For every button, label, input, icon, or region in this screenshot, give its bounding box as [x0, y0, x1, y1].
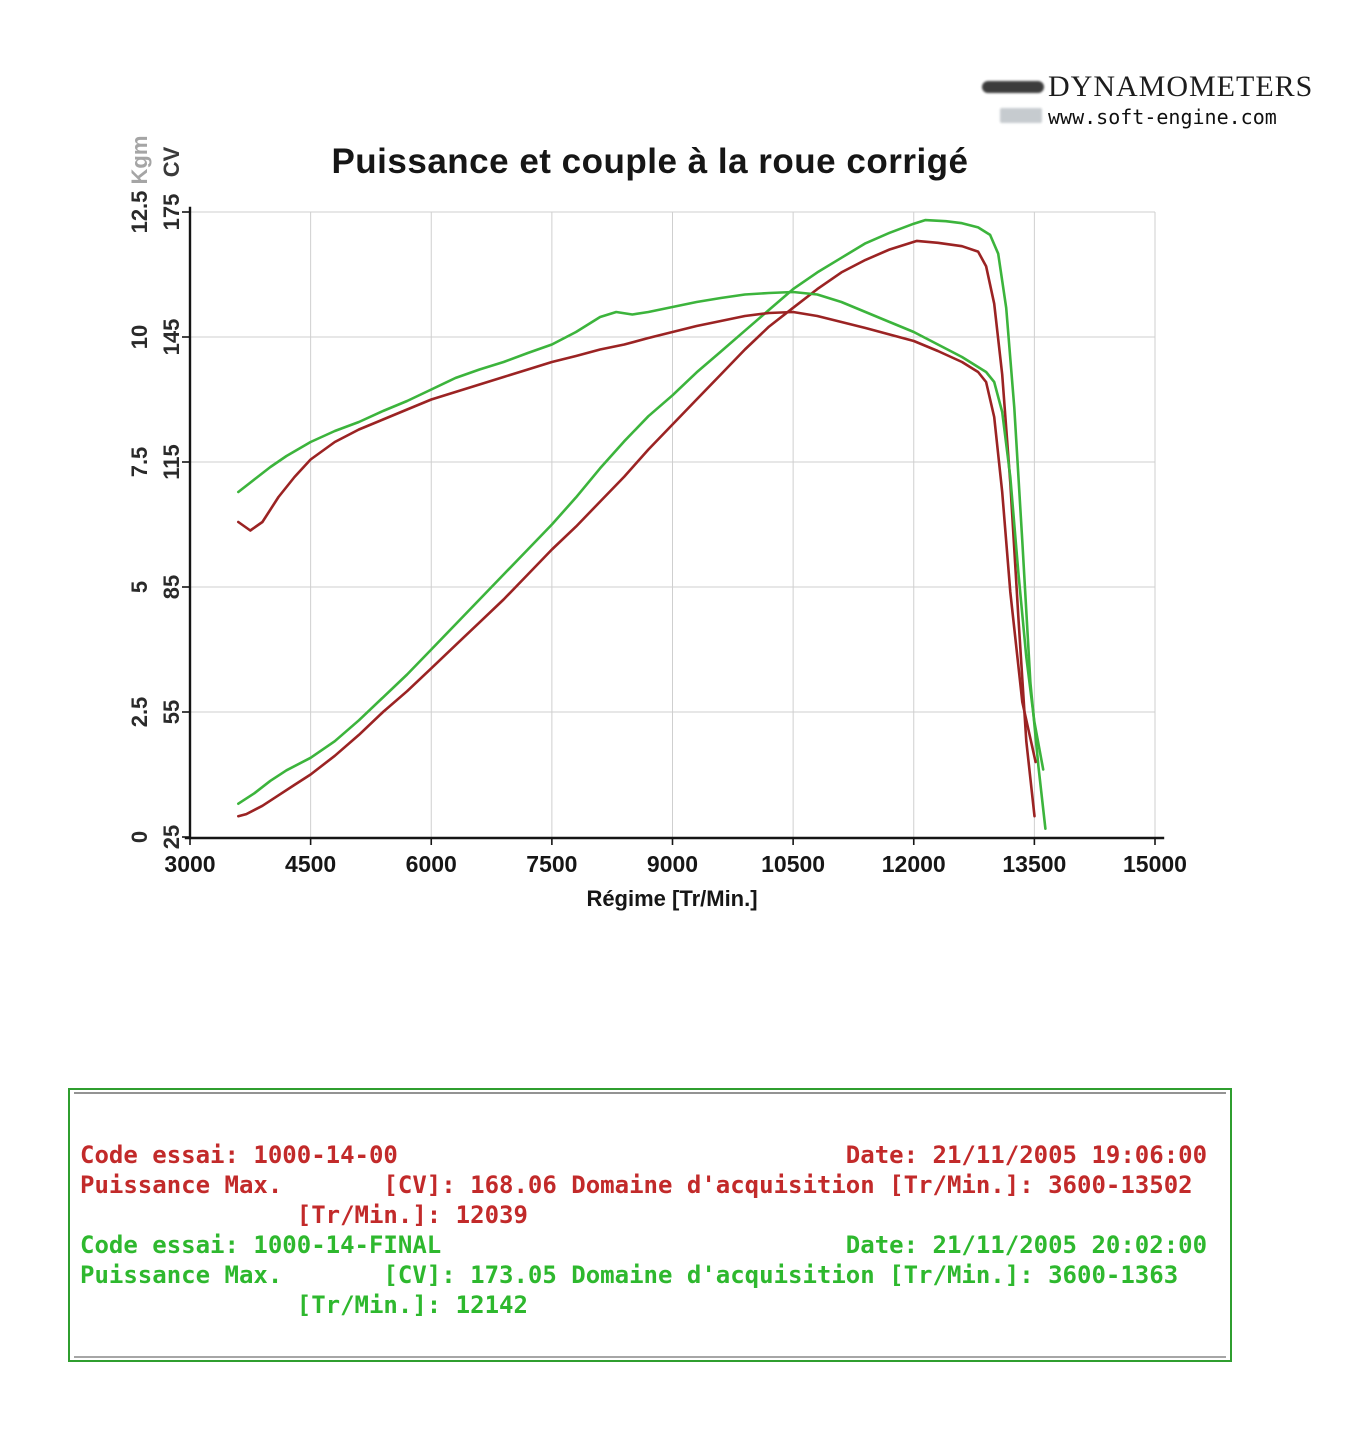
curve-puissance-1000-14-final [237, 218, 1047, 831]
y-tick-label-cv: 85 [159, 575, 184, 599]
x-tick-label: 15000 [1123, 851, 1187, 877]
x-tick-label: 13500 [1002, 851, 1066, 877]
y-tick-label-kgm: 2.5 [127, 697, 152, 728]
test-info-box: Code essai: 1000-14-00 Date: 21/11/2005 … [68, 1088, 1232, 1362]
curve-puissance-1000-14-00 [237, 239, 1036, 818]
ticks [182, 211, 1156, 845]
curve-couple-1000-14-final [237, 290, 1045, 771]
info-box-top-rule [74, 1092, 1226, 1094]
info-line-code-red: Code essai: 1000-14-00 Date: 21/11/2005 … [80, 1141, 1208, 1169]
y-tick-label-kgm: 5 [127, 581, 152, 593]
website-prefix-smudge [1000, 108, 1042, 123]
y-axis-unit-cv: CV [159, 146, 184, 177]
y-tick-label-cv: 55 [159, 700, 184, 724]
info-line-rpm-red: [Tr/Min.]: 12039 [80, 1201, 528, 1229]
y-axis-unit-kgm: Kgm [127, 136, 152, 185]
y-tick-label-kgm: 0 [127, 831, 152, 843]
website-url: www.soft-engine.com [1048, 105, 1277, 129]
y-tick-label-kgm: 12.5 [127, 191, 152, 234]
y-tick-label-cv: 175 [159, 194, 184, 231]
x-tick-label: 4500 [285, 851, 336, 877]
info-line-power-red: Puissance Max. [CV]: 168.06 Domaine d'ac… [80, 1171, 1193, 1199]
curve-couple-1000-14-00 [237, 310, 1037, 764]
y-tick-label-kgm: 10 [127, 325, 152, 349]
info-line-rpm-green: [Tr/Min.]: 12142 [80, 1291, 528, 1319]
info-lines: Code essai: 1000-14-00 Date: 21/11/2005 … [80, 1140, 1226, 1320]
chart-title: Puissance et couple à la roue corrigé [331, 142, 969, 181]
grid [190, 211, 1156, 837]
x-tick-label: 9000 [647, 851, 698, 877]
x-tick-label: 12000 [882, 851, 946, 877]
y-tick-label-cv: 115 [159, 444, 184, 480]
brand-logo-icon [982, 81, 1044, 93]
y-tick-label-kgm: 7.5 [127, 447, 152, 478]
info-box-bottom-rule [74, 1356, 1226, 1358]
y-tick-label-cv: 25 [159, 825, 184, 849]
dyno-chart: 3000 4500 6000 7500 9000 10500 12000 13500 15000… [127, 136, 1187, 911]
brand-name: DYNAMOMETERS [1048, 70, 1314, 103]
y-tick-label-cv: 145 [159, 319, 184, 356]
axes [184, 206, 1165, 840]
info-line-power-green: Puissance Max. [CV]: 173.05 Domaine d'ac… [80, 1261, 1179, 1289]
x-tick-label: 6000 [406, 851, 457, 877]
x-tick-label: 3000 [164, 851, 215, 877]
info-line-code-green: Code essai: 1000-14-FINAL Date: 21/11/20… [80, 1231, 1208, 1259]
x-axis-title: Régime [Tr/Min.] [586, 886, 757, 911]
x-tick-label: 10500 [761, 851, 825, 877]
x-tick-label: 7500 [526, 851, 577, 877]
